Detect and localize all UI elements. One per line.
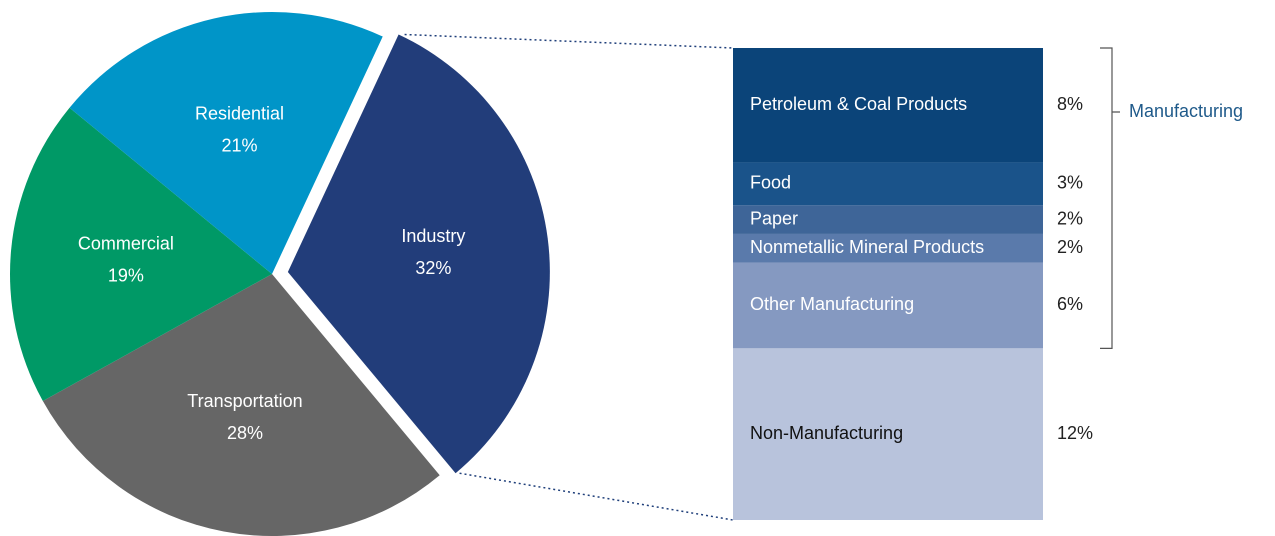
slice-label: Industry (401, 226, 465, 246)
segment-value: 6% (1057, 294, 1083, 314)
segment-value: 8% (1057, 94, 1083, 114)
slice-value: 28% (227, 423, 263, 443)
segment-label: Nonmetallic Mineral Products (750, 237, 984, 257)
pie-slice (10, 107, 273, 402)
bar-segment (733, 162, 1043, 206)
segment-value: 2% (1057, 208, 1083, 228)
slice-label: Transportation (187, 391, 302, 411)
segment-label: Food (750, 173, 791, 193)
slice-label: Residential (195, 104, 284, 124)
connector (404, 33, 734, 49)
segment-label: Petroleum & Coal Products (750, 94, 967, 114)
bar-segment (733, 348, 1043, 520)
connector (459, 472, 734, 521)
group-label: Manufacturing (1129, 101, 1243, 121)
segment-label: Other Manufacturing (750, 294, 914, 314)
pie-slice (69, 11, 383, 274)
slice-value: 32% (415, 258, 451, 278)
segment-value: 2% (1057, 237, 1083, 257)
bar-segment (733, 262, 1043, 349)
segment-value: 12% (1057, 423, 1093, 443)
slice-value: 21% (221, 136, 257, 156)
segment-value: 3% (1057, 173, 1083, 193)
bar-segment (733, 205, 1043, 234)
slice-label: Commercial (78, 233, 174, 253)
pie-slice (287, 34, 550, 474)
bracket (1100, 47, 1120, 349)
segment-label: Paper (750, 208, 798, 228)
segment-label: Non-Manufacturing (750, 423, 903, 443)
slice-value: 19% (108, 265, 144, 285)
pie-slice (42, 274, 440, 536)
bar-segment (733, 48, 1043, 163)
bar-segment (733, 233, 1043, 263)
